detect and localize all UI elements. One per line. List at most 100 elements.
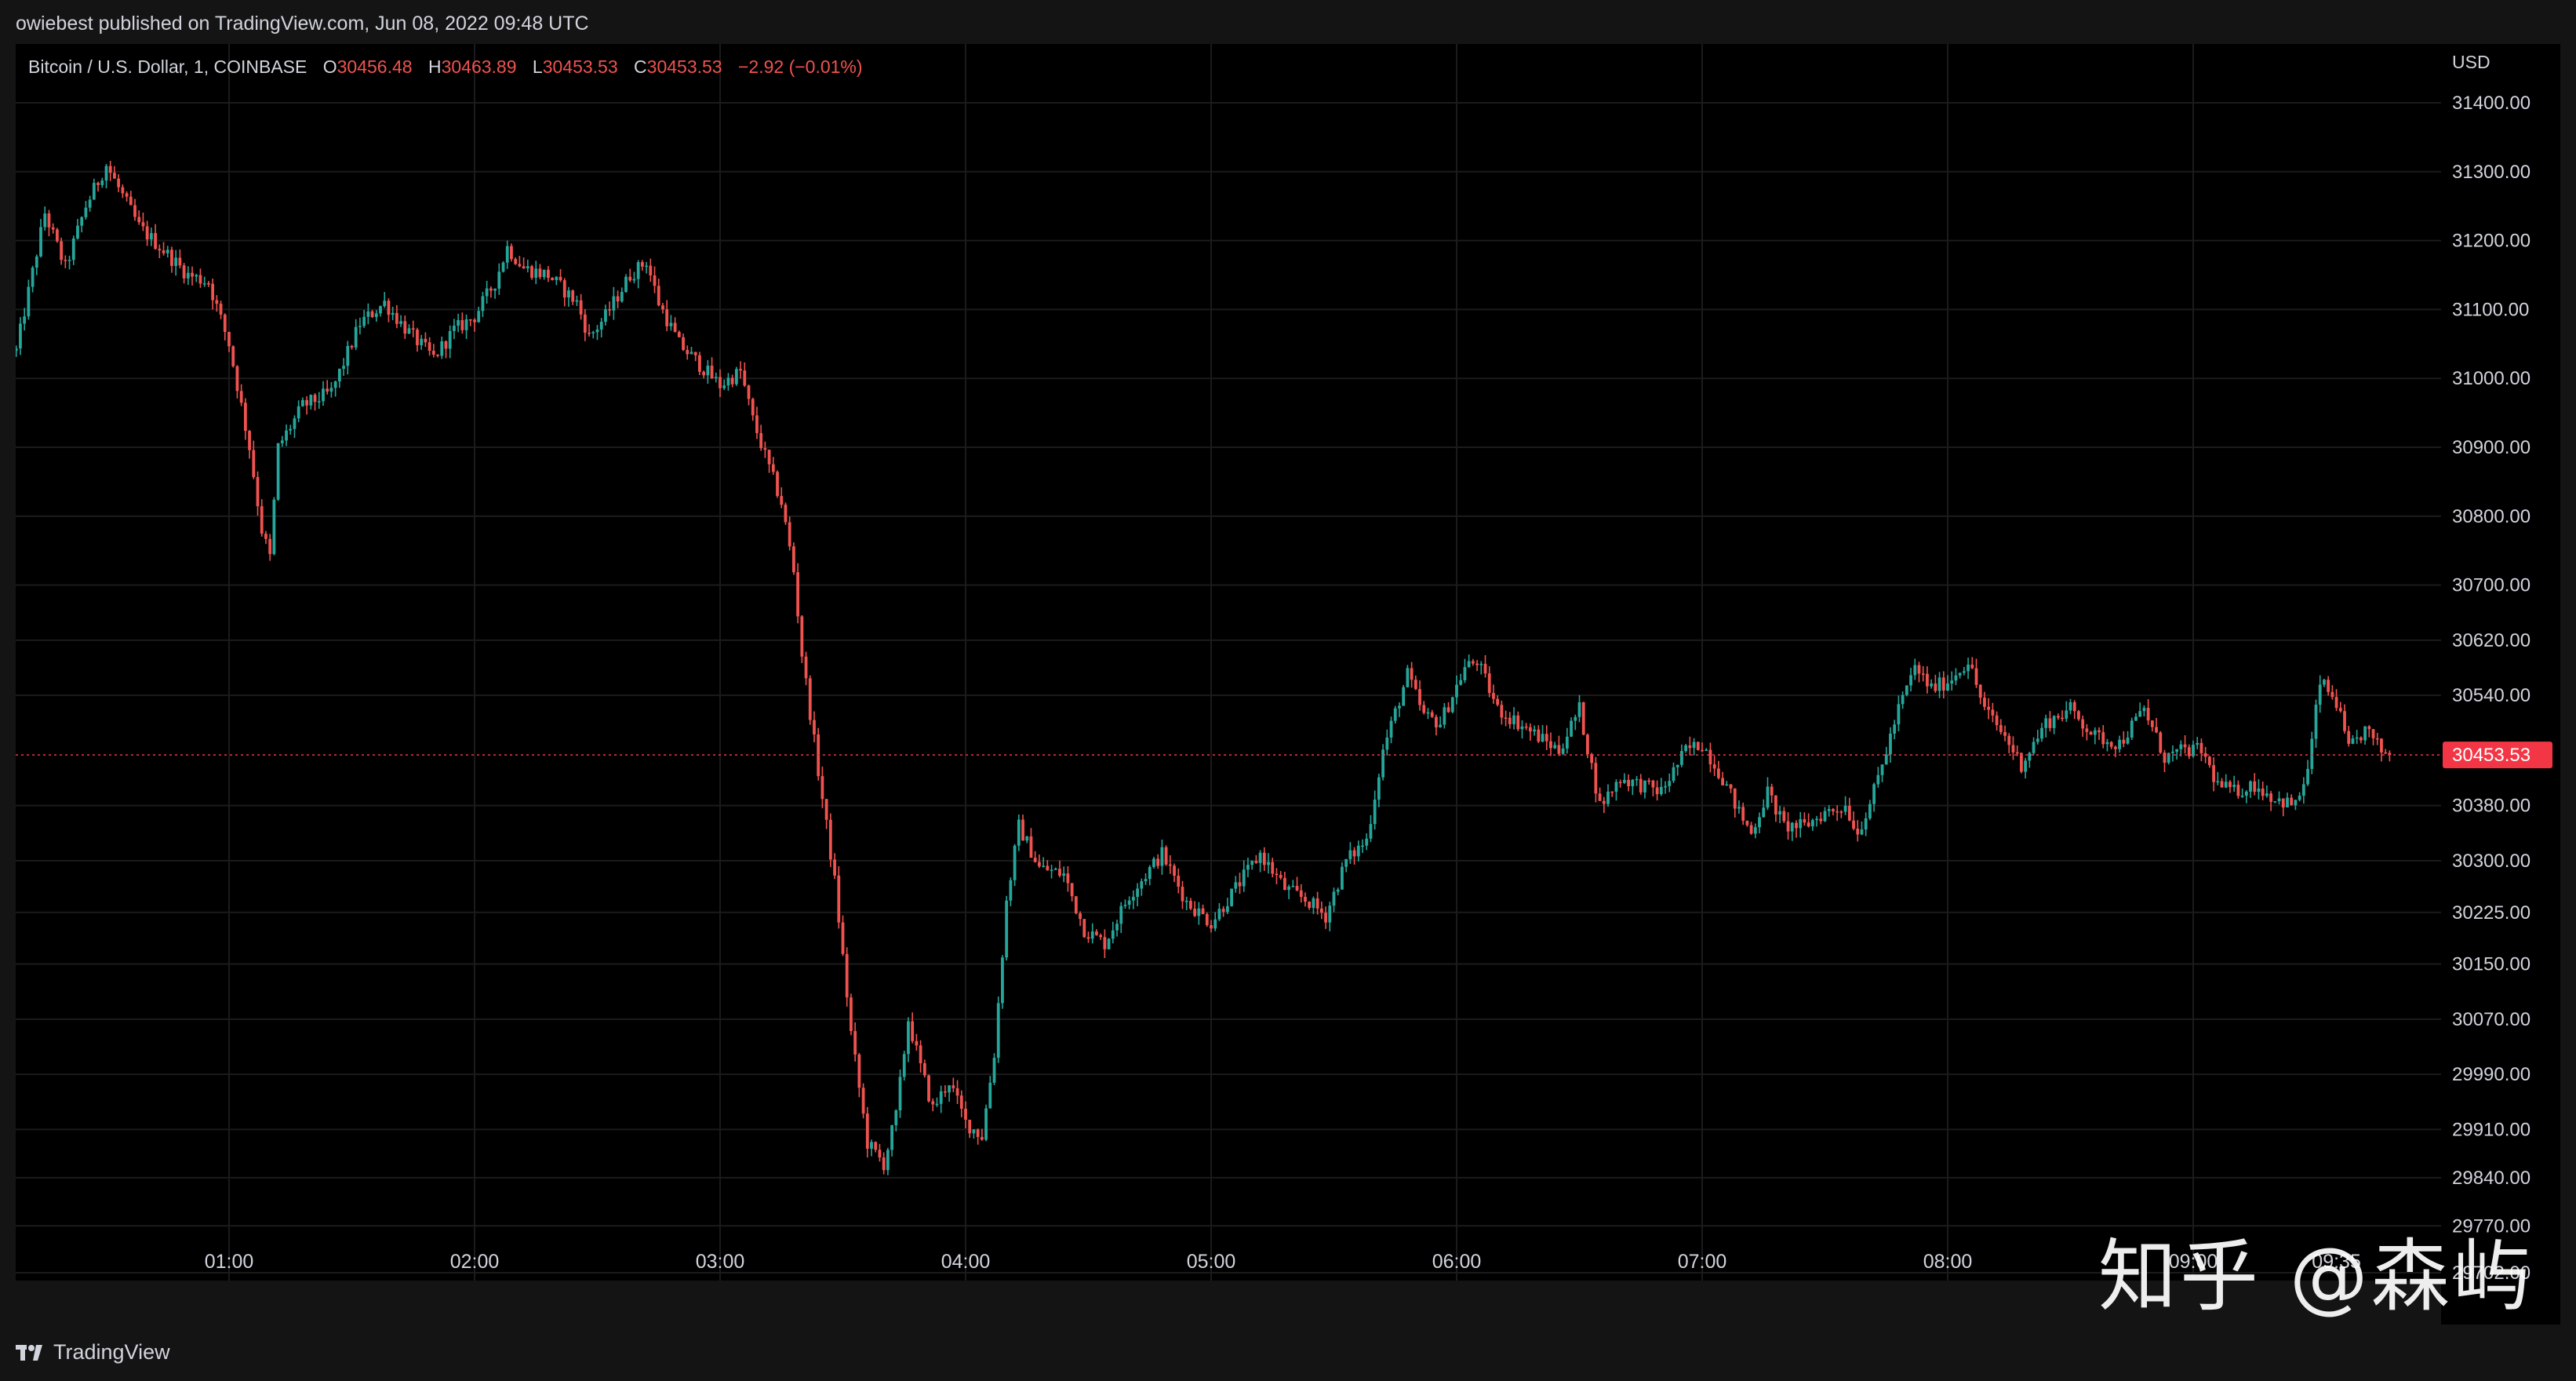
- candle-body: [657, 286, 660, 306]
- candle: [1733, 788, 1737, 818]
- candle-body: [1741, 807, 1745, 821]
- candle-body: [828, 819, 832, 860]
- candle-body: [1868, 803, 1872, 818]
- candle-body: [1991, 709, 1995, 716]
- candle-body: [2359, 737, 2363, 741]
- candle-body: [342, 366, 345, 369]
- candle: [2375, 733, 2379, 745]
- candle-body: [980, 1136, 984, 1140]
- candle-body: [2301, 784, 2305, 796]
- candle: [1901, 691, 1905, 709]
- candle-body: [1324, 913, 1327, 923]
- candle-body: [2290, 797, 2294, 806]
- candle: [76, 219, 79, 240]
- candle-body: [1164, 847, 1168, 865]
- candle: [1111, 921, 1115, 944]
- candle-body: [620, 292, 624, 302]
- candle: [2294, 800, 2298, 811]
- candle-body: [1127, 900, 1131, 905]
- candle: [1119, 902, 1123, 934]
- price-chart[interactable]: 01:00 02:00 03:00 04:00 05:00 06:00 07:00 08:00…: [16, 44, 2441, 1281]
- candle: [1099, 933, 1103, 940]
- candle-body: [268, 538, 272, 555]
- candle-body: [170, 250, 173, 266]
- candle: [1795, 820, 1798, 838]
- candle-body: [1680, 751, 1683, 765]
- open-label: O: [322, 56, 337, 77]
- last-price-badge: [2443, 742, 2552, 769]
- candle: [857, 1052, 861, 1098]
- y-tick-label: 31100.00: [2452, 299, 2529, 320]
- candle: [2061, 710, 2064, 722]
- candle: [984, 1104, 988, 1142]
- candle-body: [719, 377, 722, 388]
- candle: [1770, 783, 1774, 803]
- candle: [1594, 756, 1598, 803]
- candle-body: [19, 323, 22, 349]
- candle-body: [1725, 784, 1729, 786]
- candle-body: [1795, 822, 1798, 829]
- candle: [2192, 740, 2195, 758]
- candle: [919, 1040, 922, 1073]
- candle: [2338, 701, 2342, 713]
- candle-body: [1954, 675, 1958, 681]
- candle-body: [1455, 684, 1458, 698]
- candle: [824, 799, 828, 829]
- candle: [182, 263, 186, 284]
- candle-body: [2192, 745, 2195, 756]
- candle-body: [796, 572, 800, 617]
- candle: [1258, 850, 1262, 873]
- candle: [2196, 737, 2199, 749]
- currency-label: USD: [2452, 52, 2490, 72]
- candle-body: [473, 319, 476, 322]
- candle: [2212, 756, 2215, 792]
- candle: [56, 228, 59, 243]
- candle: [2126, 731, 2130, 745]
- candle-body: [726, 377, 730, 386]
- candle-body: [583, 314, 587, 333]
- chart-plot-area[interactable]: 01:00 02:00 03:00 04:00 05:00 06:00 07:00 08:00…: [16, 44, 2441, 1281]
- candle: [759, 425, 763, 451]
- candle-body: [734, 369, 738, 384]
- candle-body: [248, 431, 251, 450]
- candle: [1205, 912, 1209, 927]
- candle-body: [1115, 924, 1119, 931]
- candle: [1565, 727, 1569, 754]
- candle-body: [464, 319, 468, 330]
- candle-body: [915, 1040, 919, 1046]
- candle-body: [1131, 896, 1135, 901]
- candle-body: [1308, 902, 1312, 909]
- candle: [1864, 812, 1868, 836]
- price-axis[interactable]: USD 31400.00 31300.00 31200.00 31100.00 31000…: [2441, 44, 2560, 1325]
- candle-body: [1042, 865, 1046, 867]
- candle: [1267, 853, 1270, 874]
- change-value: −2.92 (−0.01%): [737, 56, 863, 77]
- candle: [2065, 701, 2068, 723]
- candle: [1651, 779, 1655, 796]
- candle: [1144, 873, 1148, 885]
- candle-body: [420, 338, 424, 345]
- candle-body: [1475, 663, 1479, 665]
- candle: [1029, 828, 1033, 858]
- candle: [374, 310, 378, 322]
- candle-body: [645, 265, 648, 268]
- candle: [1435, 714, 1438, 736]
- candle: [104, 163, 108, 188]
- candle: [117, 174, 121, 192]
- candle: [1053, 867, 1057, 870]
- close-label: C: [634, 56, 647, 77]
- candle: [317, 392, 321, 410]
- candle: [612, 286, 616, 320]
- candle-body: [1225, 905, 1229, 913]
- candle: [1389, 716, 1393, 744]
- candle-body: [1708, 749, 1712, 765]
- candle: [43, 206, 47, 231]
- candle-body: [780, 496, 784, 505]
- y-tick-label: 29910.00: [2452, 1119, 2531, 1140]
- candle: [1344, 858, 1348, 873]
- y-tick-label: 29990.00: [2452, 1064, 2531, 1085]
- candle-body: [1520, 726, 1524, 730]
- tradingview-logo[interactable]: TradingView: [16, 1340, 170, 1365]
- candle: [326, 380, 329, 395]
- candle: [542, 269, 546, 280]
